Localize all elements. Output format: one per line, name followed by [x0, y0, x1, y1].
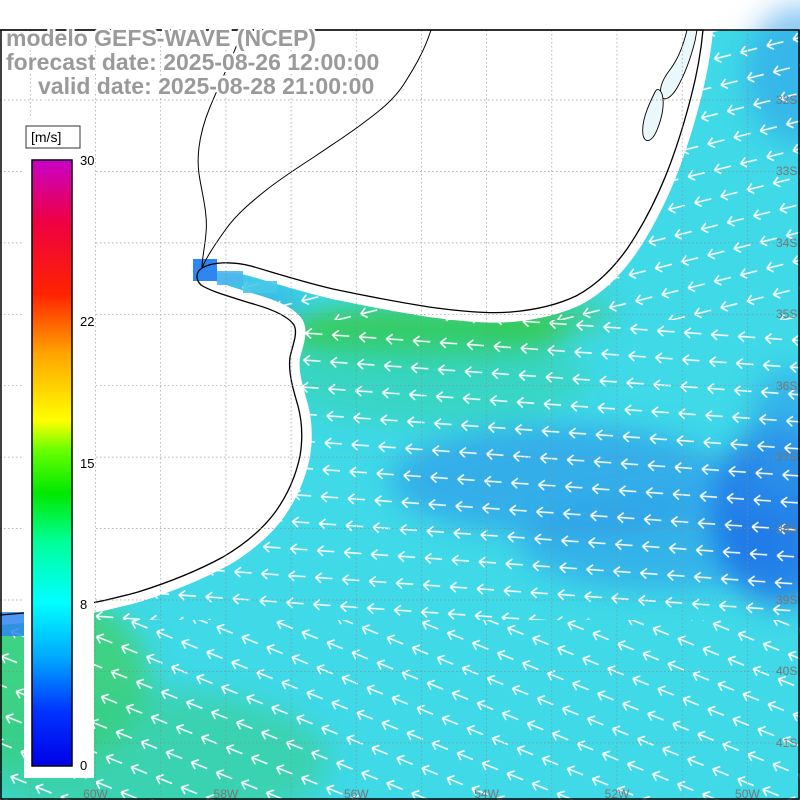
lon-label-52w: 52W: [605, 787, 630, 800]
lat-label-35s: 35S: [776, 307, 797, 321]
colorbar-gradient: [31, 159, 73, 767]
lat-label-33s: 33S: [776, 164, 797, 178]
unit-label: [m/s]: [31, 129, 61, 145]
lon-label-60w: 60W: [83, 787, 108, 800]
colorbar: [m/s] 30 22 15 8 0: [24, 116, 94, 778]
lat-label-41s: 41S: [776, 736, 797, 750]
lat-label-37s: 37S: [776, 450, 797, 464]
longitude-labels: 60W 58W 56W 54W 52W 50W: [83, 787, 760, 800]
rivers: [197, 29, 432, 269]
colorbar-tick-30: 30: [80, 153, 94, 168]
colorbar-tick-8: 8: [80, 597, 87, 612]
model-title: modelo GEFS-WAVE (NCEP): [6, 25, 316, 51]
map-frame: [0, 29, 800, 800]
grid-lines: [0, 30, 800, 799]
lat-label-36s: 36S: [776, 379, 797, 393]
colorbar-tick-0: 0: [80, 758, 87, 773]
header: modelo GEFS-WAVE (NCEP) forecast date: 2…: [4, 23, 382, 102]
valid-date: valid date: 2025-08-28 21:00:00: [38, 73, 374, 99]
lon-label-58w: 58W: [214, 787, 239, 800]
latitude-labels: 32S 33S 34S 35S 36S 37S 38S 39S 40S 41S: [776, 93, 797, 750]
lat-label-40s: 40S: [776, 664, 797, 678]
coastline: [0, 29, 704, 616]
unit-box: [25, 125, 81, 149]
lagoons: [642, 29, 698, 141]
lat-label-39s: 39S: [776, 593, 797, 607]
lat-label-32s: 32S: [776, 93, 797, 107]
lon-label-56w: 56W: [344, 787, 369, 800]
lon-label-50w: 50W: [735, 787, 760, 800]
colorbar-tick-15: 15: [80, 456, 94, 471]
lat-label-34s: 34S: [776, 236, 797, 250]
lon-label-54w: 54W: [474, 787, 499, 800]
colorbar-tick-22: 22: [80, 314, 94, 329]
lat-label-38s: 38S: [776, 522, 797, 536]
forecast-date: forecast date: 2025-08-26 12:00:00: [6, 49, 379, 75]
